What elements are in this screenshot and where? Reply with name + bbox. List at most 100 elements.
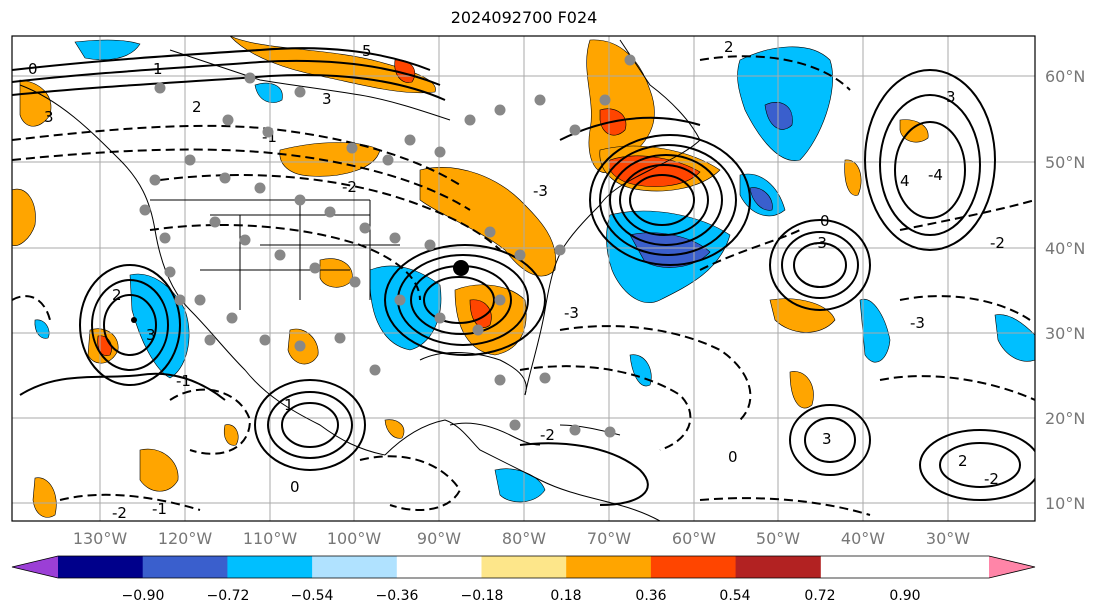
station-dot <box>159 232 171 244</box>
svg-text:70°W: 70°W <box>587 529 631 548</box>
svg-text:-2: -2 <box>540 426 555 444</box>
svg-text:40°N: 40°N <box>1045 239 1085 258</box>
svg-text:3: 3 <box>146 326 156 344</box>
svg-text:0: 0 <box>290 478 300 496</box>
map-border <box>11 35 1036 522</box>
svg-text:3: 3 <box>946 88 956 106</box>
colorbar-segment <box>142 556 228 578</box>
svg-text:0: 0 <box>728 448 738 466</box>
latitude-labels: 60°N 50°N 40°N 30°N 20°N 10°N <box>1045 67 1085 513</box>
svg-text:-4: -4 <box>928 166 943 184</box>
svg-text:2: 2 <box>724 38 734 56</box>
svg-text:60°N: 60°N <box>1045 67 1085 86</box>
station-dot <box>494 374 506 386</box>
station-dot <box>294 86 306 98</box>
station-dot <box>164 266 176 278</box>
svg-text:-2: -2 <box>112 504 127 522</box>
station-dot <box>569 424 581 436</box>
longitude-labels: 130°W 120°W 110°W 100°W 90°W 80°W 70°W 6… <box>73 529 970 548</box>
station-dot <box>509 419 521 431</box>
svg-text:30°N: 30°N <box>1045 324 1085 343</box>
svg-text:2: 2 <box>192 98 202 116</box>
station-dot <box>434 146 446 158</box>
station-dot <box>184 154 196 166</box>
station-dot <box>244 72 256 84</box>
svg-text:-1: -1 <box>152 500 167 518</box>
station-dot <box>209 216 221 228</box>
svg-text:50°W: 50°W <box>756 529 800 548</box>
svg-text:3: 3 <box>822 430 832 448</box>
svg-text:90°W: 90°W <box>417 529 461 548</box>
station-dot <box>514 249 526 261</box>
svg-text:-2: -2 <box>342 178 357 196</box>
station-dot <box>334 332 346 344</box>
station-dot <box>259 334 271 346</box>
station-dot <box>494 104 506 116</box>
station-dot <box>154 82 166 94</box>
storm-center-marker <box>453 260 469 276</box>
svg-text:−0.36: −0.36 <box>376 588 419 604</box>
svg-text:−0.54: −0.54 <box>291 588 334 604</box>
svg-text:2: 2 <box>112 286 122 304</box>
station-dot <box>359 222 371 234</box>
station-dot <box>484 226 496 238</box>
svg-text:0: 0 <box>820 212 830 230</box>
svg-text:-3: -3 <box>564 304 579 322</box>
svg-text:100°W: 100°W <box>327 529 382 548</box>
svg-text:0.36: 0.36 <box>635 588 666 604</box>
station-dot <box>139 204 151 216</box>
svg-text:30°W: 30°W <box>926 529 970 548</box>
svg-text:-1: -1 <box>176 372 191 390</box>
colorbar-right-extend <box>989 556 1035 578</box>
station-dot <box>389 232 401 244</box>
svg-text:-2: -2 <box>990 234 1005 252</box>
station-dot <box>274 249 286 261</box>
svg-text:50°N: 50°N <box>1045 153 1085 172</box>
colorbar-segment <box>58 556 144 578</box>
colorbar-tick-labels: −0.90 −0.72 −0.54 −0.36 −0.18 0.18 0.36 … <box>122 588 921 604</box>
colorbar-segment <box>227 556 313 578</box>
station-dot <box>534 94 546 106</box>
station-dot <box>404 134 416 146</box>
svg-text:130°W: 130°W <box>73 529 128 548</box>
station-dot <box>324 206 336 218</box>
svg-text:−0.18: −0.18 <box>461 588 504 604</box>
svg-text:-2: -2 <box>984 470 999 488</box>
station-dot <box>294 194 306 206</box>
svg-text:5: 5 <box>362 42 372 60</box>
svg-text:0: 0 <box>28 60 38 78</box>
svg-text:1: 1 <box>153 60 163 78</box>
colorbar-segment <box>650 556 737 578</box>
svg-text:3: 3 <box>322 90 332 108</box>
station-dot <box>494 294 506 306</box>
station-dot <box>149 174 161 186</box>
colorbar-segment <box>396 556 482 578</box>
station-dot <box>294 340 306 352</box>
svg-text:2: 2 <box>958 452 968 470</box>
svg-text:0.18: 0.18 <box>550 588 581 604</box>
svg-text:40°W: 40°W <box>841 529 885 548</box>
station-dot <box>434 312 446 324</box>
map-title: 2024092700 F024 <box>450 8 598 27</box>
colorbar: −0.90 −0.72 −0.54 −0.36 −0.18 0.18 0.36 … <box>11 555 1036 604</box>
colorbar-left-extend <box>12 556 58 578</box>
station-dot <box>194 294 206 306</box>
svg-text:-3: -3 <box>910 314 925 332</box>
svg-text:80°W: 80°W <box>502 529 546 548</box>
svg-text:0.72: 0.72 <box>804 588 835 604</box>
svg-text:60°W: 60°W <box>672 529 716 548</box>
station-dot <box>464 114 476 126</box>
map-area: 5 3 3 2 2 1 0 -1 -2 -3 -4 3 4 -3 -2 0 2 … <box>12 36 1035 522</box>
svg-text:−0.90: −0.90 <box>122 588 165 604</box>
svg-text:0.54: 0.54 <box>719 588 750 604</box>
station-dot <box>254 182 266 194</box>
station-dot <box>222 114 234 126</box>
contour-labels: 5 3 3 2 2 1 0 -1 -2 -3 -4 3 4 -3 -2 0 2 … <box>28 38 1005 522</box>
colorbar-segment <box>566 556 652 578</box>
low-center-marker <box>131 317 137 323</box>
svg-text:20°N: 20°N <box>1045 409 1085 428</box>
station-dot <box>204 334 216 346</box>
svg-text:4: 4 <box>900 172 910 190</box>
station-dot <box>309 262 321 274</box>
solid-contours <box>12 47 1035 506</box>
